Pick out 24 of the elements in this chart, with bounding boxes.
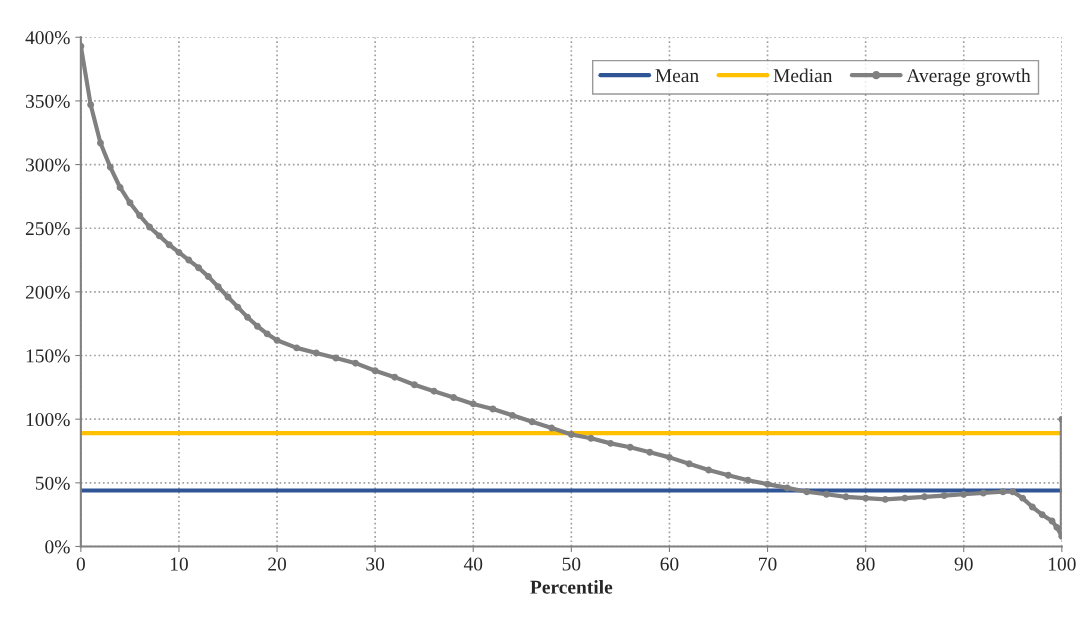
x-tick-label: 60 <box>660 557 679 571</box>
y-tick-label: 400% <box>25 31 70 45</box>
x-tick-label: 90 <box>954 557 973 571</box>
y-tick-label: 300% <box>26 158 70 172</box>
legend-label: Average growth <box>906 68 1031 87</box>
y-tick-label: 50% <box>35 476 70 490</box>
x-tick-label: 20 <box>268 557 287 571</box>
legend-label: Mean <box>655 69 699 83</box>
y-tick-label: 250% <box>25 222 70 236</box>
x-tick-label: 30 <box>366 557 385 571</box>
x-tick-label: 40 <box>463 557 483 571</box>
y-tick-label: 0% <box>45 540 70 554</box>
y-tick-label: 150% <box>26 349 70 363</box>
x-tick-label: 10 <box>170 557 188 571</box>
y-tick-label: 350% <box>26 94 70 108</box>
y-tick-label: 100% <box>26 412 70 427</box>
x-tick-label: 80 <box>856 557 875 571</box>
x-tick-label: 0 <box>76 557 85 571</box>
x-axis-title: Percentile <box>530 580 613 594</box>
x-tick-label: 100 <box>1048 557 1076 571</box>
x-tick-label: 50 <box>562 557 581 571</box>
y-tick-label: 200% <box>25 285 70 299</box>
x-tick-label: 70 <box>759 557 777 571</box>
legend-label: Median <box>773 68 833 83</box>
